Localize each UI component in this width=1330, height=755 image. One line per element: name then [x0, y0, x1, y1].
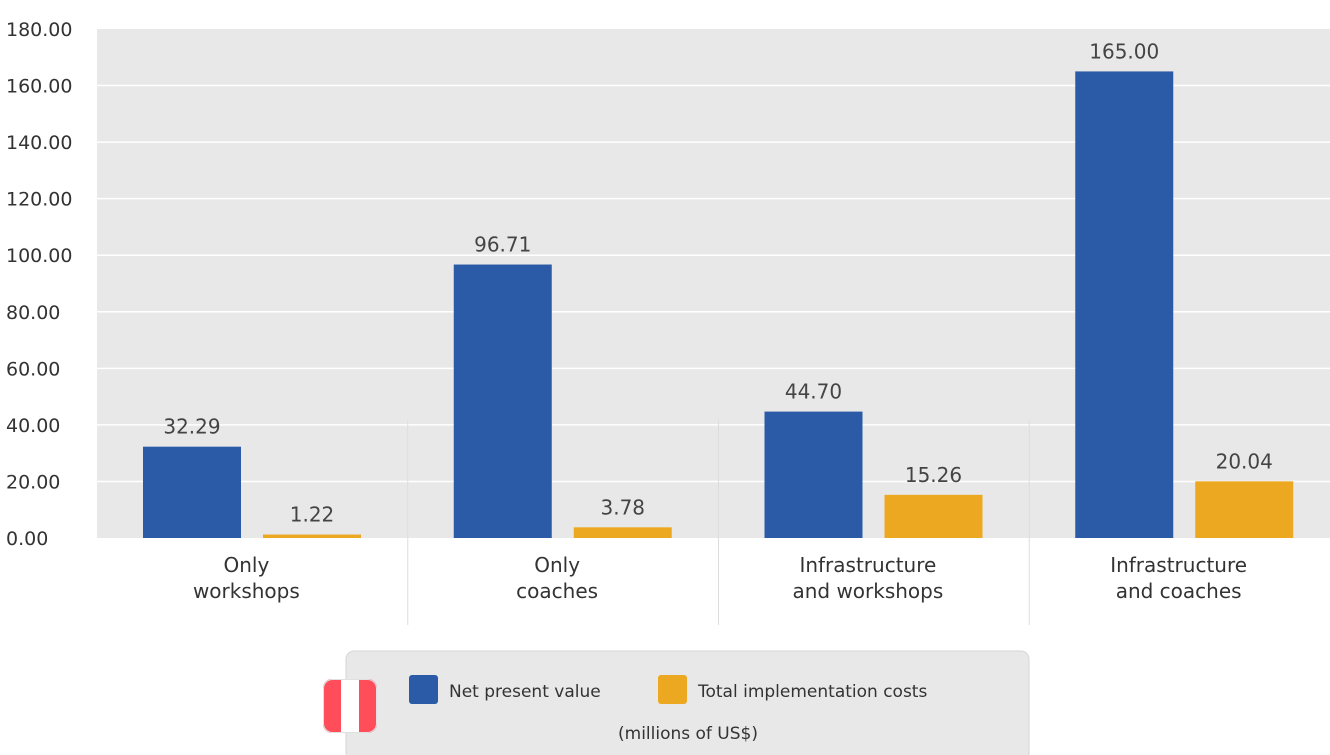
- bar: [764, 411, 863, 538]
- y-tick-label: 160.00: [6, 76, 72, 98]
- flag-stripe: [341, 679, 359, 733]
- peru-flag-icon: [323, 679, 377, 733]
- y-tick-label: 60.00: [6, 358, 60, 380]
- bar: [573, 527, 672, 538]
- y-tick-label: 40.00: [6, 415, 60, 437]
- data-label: 3.78: [600, 495, 645, 519]
- legend-note: (millions of US$): [618, 724, 758, 744]
- data-label: 96.71: [474, 233, 531, 257]
- data-label: 165.00: [1089, 39, 1159, 63]
- flag-stripe: [359, 679, 377, 733]
- y-tick-label: 120.00: [6, 189, 72, 211]
- category-label: Infrastructure: [799, 553, 936, 577]
- bar: [143, 446, 241, 538]
- data-label: 32.29: [163, 415, 220, 439]
- legend-items: Net present value Total implementation co…: [409, 675, 927, 704]
- category-label: Only: [223, 553, 269, 577]
- category-label: coaches: [516, 579, 598, 603]
- category-separators: [407, 420, 1030, 625]
- category-label: and coaches: [1116, 579, 1242, 603]
- data-label: 1.22: [290, 503, 335, 527]
- category-label: and workshops: [792, 579, 943, 603]
- bar: [1075, 71, 1174, 539]
- data-label: 15.26: [905, 463, 962, 487]
- y-tick-label: 140.00: [6, 132, 72, 154]
- bar: [884, 494, 983, 538]
- category-label: Only: [534, 553, 580, 577]
- data-label: 20.04: [1216, 449, 1273, 473]
- data-labels: 32.29 1.22 96.71 3.78 44.70 15.26 165.00 20.04: [163, 39, 1273, 526]
- legend-label: Total implementation costs: [697, 682, 927, 702]
- legend-swatch: [409, 675, 438, 704]
- bar: [453, 264, 552, 538]
- legend: Net present value Total implementation co…: [323, 650, 1030, 755]
- legend-swatch: [658, 675, 687, 704]
- y-axis-ticks: 0.00 20.00 40.00 60.00 80.00 100.00 120.00 140.…: [6, 19, 72, 550]
- bar: [263, 534, 361, 538]
- y-tick-label: 100.00: [6, 245, 72, 267]
- category-label: workshops: [193, 579, 300, 603]
- data-label: 44.70: [785, 380, 842, 404]
- y-tick-label: 0.00: [6, 528, 48, 550]
- y-tick-label: 80.00: [6, 302, 60, 324]
- flag-border: [323, 679, 377, 733]
- y-tick-label: 180.00: [6, 19, 72, 41]
- legend-label: Net present value: [449, 682, 601, 702]
- flag-stripe: [323, 679, 341, 733]
- bar: [1195, 481, 1294, 538]
- y-tick-label: 20.00: [6, 471, 60, 493]
- bars: [143, 71, 1294, 539]
- category-labels: OnlyworkshopsOnlycoachesInfrastructurean…: [193, 553, 1247, 603]
- category-label: Infrastructure: [1110, 553, 1247, 577]
